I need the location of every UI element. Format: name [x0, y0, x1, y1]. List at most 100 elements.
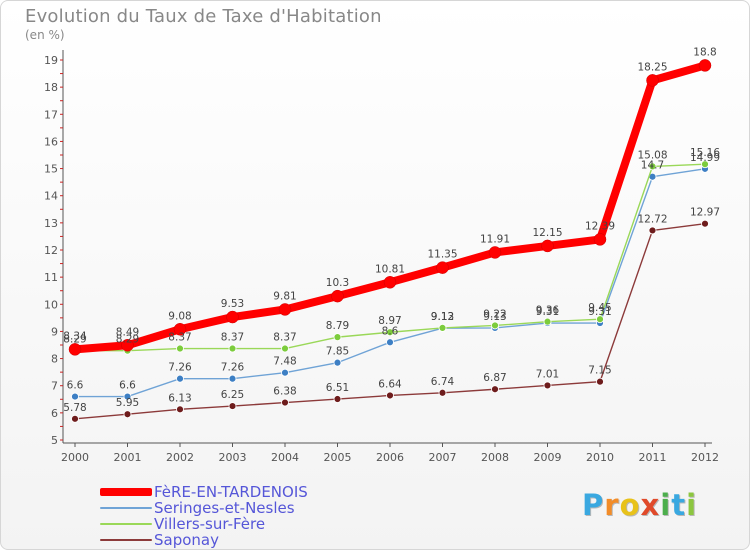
chart-legend: FèRE-EN-TARDENOIS Seringes-et-Nesles Vil… [100, 484, 400, 548]
y-tick-label: 6 [51, 407, 58, 420]
data-point [436, 261, 449, 274]
legend-swatch-villers [100, 523, 152, 525]
data-label: 8.6 [382, 325, 399, 337]
data-point [383, 276, 397, 289]
data-point [71, 392, 79, 401]
data-point [226, 310, 239, 324]
data-point [491, 385, 499, 394]
data-point [386, 391, 394, 400]
data-point [121, 339, 134, 352]
data-label: 12.39 [585, 220, 615, 232]
y-tick-label: 7 [51, 380, 58, 393]
data-point [541, 239, 554, 253]
data-label: 9.22 [483, 308, 506, 320]
data-label: 6.64 [378, 378, 402, 390]
data-point [701, 160, 709, 169]
data-point [488, 246, 502, 259]
data-point [438, 388, 447, 397]
data-label: 7.26 [168, 362, 192, 374]
data-label: 8.34 [63, 330, 87, 342]
data-label: 10.81 [375, 263, 405, 275]
data-point [176, 344, 184, 353]
data-label: 5.78 [63, 402, 86, 414]
data-point [176, 374, 184, 383]
data-point [438, 323, 447, 332]
data-point [333, 333, 342, 342]
x-tick-label: 2009 [534, 451, 562, 464]
y-tick-label: 12 [44, 244, 58, 257]
y-tick-label: 13 [44, 217, 58, 230]
data-point [333, 395, 342, 403]
data-point [281, 344, 289, 353]
x-tick-label: 2002 [166, 451, 194, 464]
data-point [698, 59, 712, 72]
data-point [386, 338, 394, 347]
data-label: 9.45 [588, 302, 611, 314]
legend-swatch-fere [100, 488, 152, 496]
data-label: 12.97 [690, 207, 720, 219]
data-label: 9.31 [536, 306, 559, 318]
y-tick-label: 10 [44, 298, 58, 311]
data-label: 8.37 [168, 332, 191, 344]
logo-letter: i [660, 488, 672, 522]
x-tick-label: 2012 [691, 451, 719, 464]
logo-letter: t [671, 488, 687, 522]
data-label: 7.15 [588, 365, 611, 377]
data-label: 6.74 [431, 376, 455, 388]
data-point [71, 414, 79, 423]
data-point [228, 402, 237, 410]
data-point [228, 374, 237, 383]
data-label: 6.51 [326, 382, 349, 394]
y-tick-label: 17 [44, 108, 58, 121]
legend-item-villers: Villers-sur-Fère [100, 516, 400, 532]
data-label: 14.99 [690, 152, 720, 164]
data-point [596, 377, 604, 386]
data-point [593, 233, 607, 246]
legend-label-fere: FèRE-EN-TARDENOIS [154, 483, 308, 501]
data-label: 5.95 [116, 397, 139, 409]
legend-item-seringes: Seringes-et-Nesles [100, 500, 400, 516]
data-label: 8.49 [116, 326, 139, 338]
data-point [648, 162, 657, 171]
logo-letter: i [686, 488, 698, 522]
x-tick-label: 2005 [324, 451, 352, 464]
y-tick-label: 14 [44, 190, 58, 203]
y-tick-label: 9 [51, 325, 58, 338]
data-label: 15.08 [637, 149, 667, 161]
x-tick-label: 2001 [114, 451, 142, 464]
x-tick-label: 2004 [271, 451, 299, 464]
data-label: 7.85 [326, 346, 349, 358]
data-label: 9.53 [221, 298, 244, 310]
data-label: 9.12 [431, 311, 454, 323]
y-tick-label: 16 [44, 135, 58, 148]
data-label: 10.3 [326, 277, 349, 289]
data-label: 18.25 [637, 61, 667, 73]
data-label: 9.81 [273, 290, 296, 302]
data-label: 18.8 [693, 46, 716, 58]
logo-letter: P [582, 488, 605, 522]
chart-unit: (en %) [25, 28, 65, 42]
logo-letter: r [604, 488, 620, 522]
data-label: 8.97 [378, 315, 401, 327]
x-tick-label: 2000 [61, 451, 89, 464]
logo-letter: o [619, 488, 641, 522]
data-point [68, 343, 82, 356]
x-tick-label: 2007 [429, 451, 457, 464]
data-label: 6.38 [273, 386, 296, 398]
proxiti-logo: Proxiti [582, 488, 697, 522]
data-point [173, 323, 187, 336]
y-tick-label: 19 [44, 54, 58, 67]
x-tick-label: 2003 [219, 451, 247, 464]
data-label: 7.26 [221, 362, 245, 374]
data-label: 7.01 [536, 368, 559, 380]
data-label: 6.6 [67, 380, 84, 392]
logo-letter: x [640, 488, 661, 522]
data-point [281, 398, 289, 407]
legend-item-fere: FèRE-EN-TARDENOIS [100, 484, 400, 500]
y-tick-label: 18 [44, 81, 58, 94]
data-label: 6.13 [168, 392, 191, 404]
legend-swatch-seringes [100, 507, 152, 509]
data-point [596, 315, 604, 324]
